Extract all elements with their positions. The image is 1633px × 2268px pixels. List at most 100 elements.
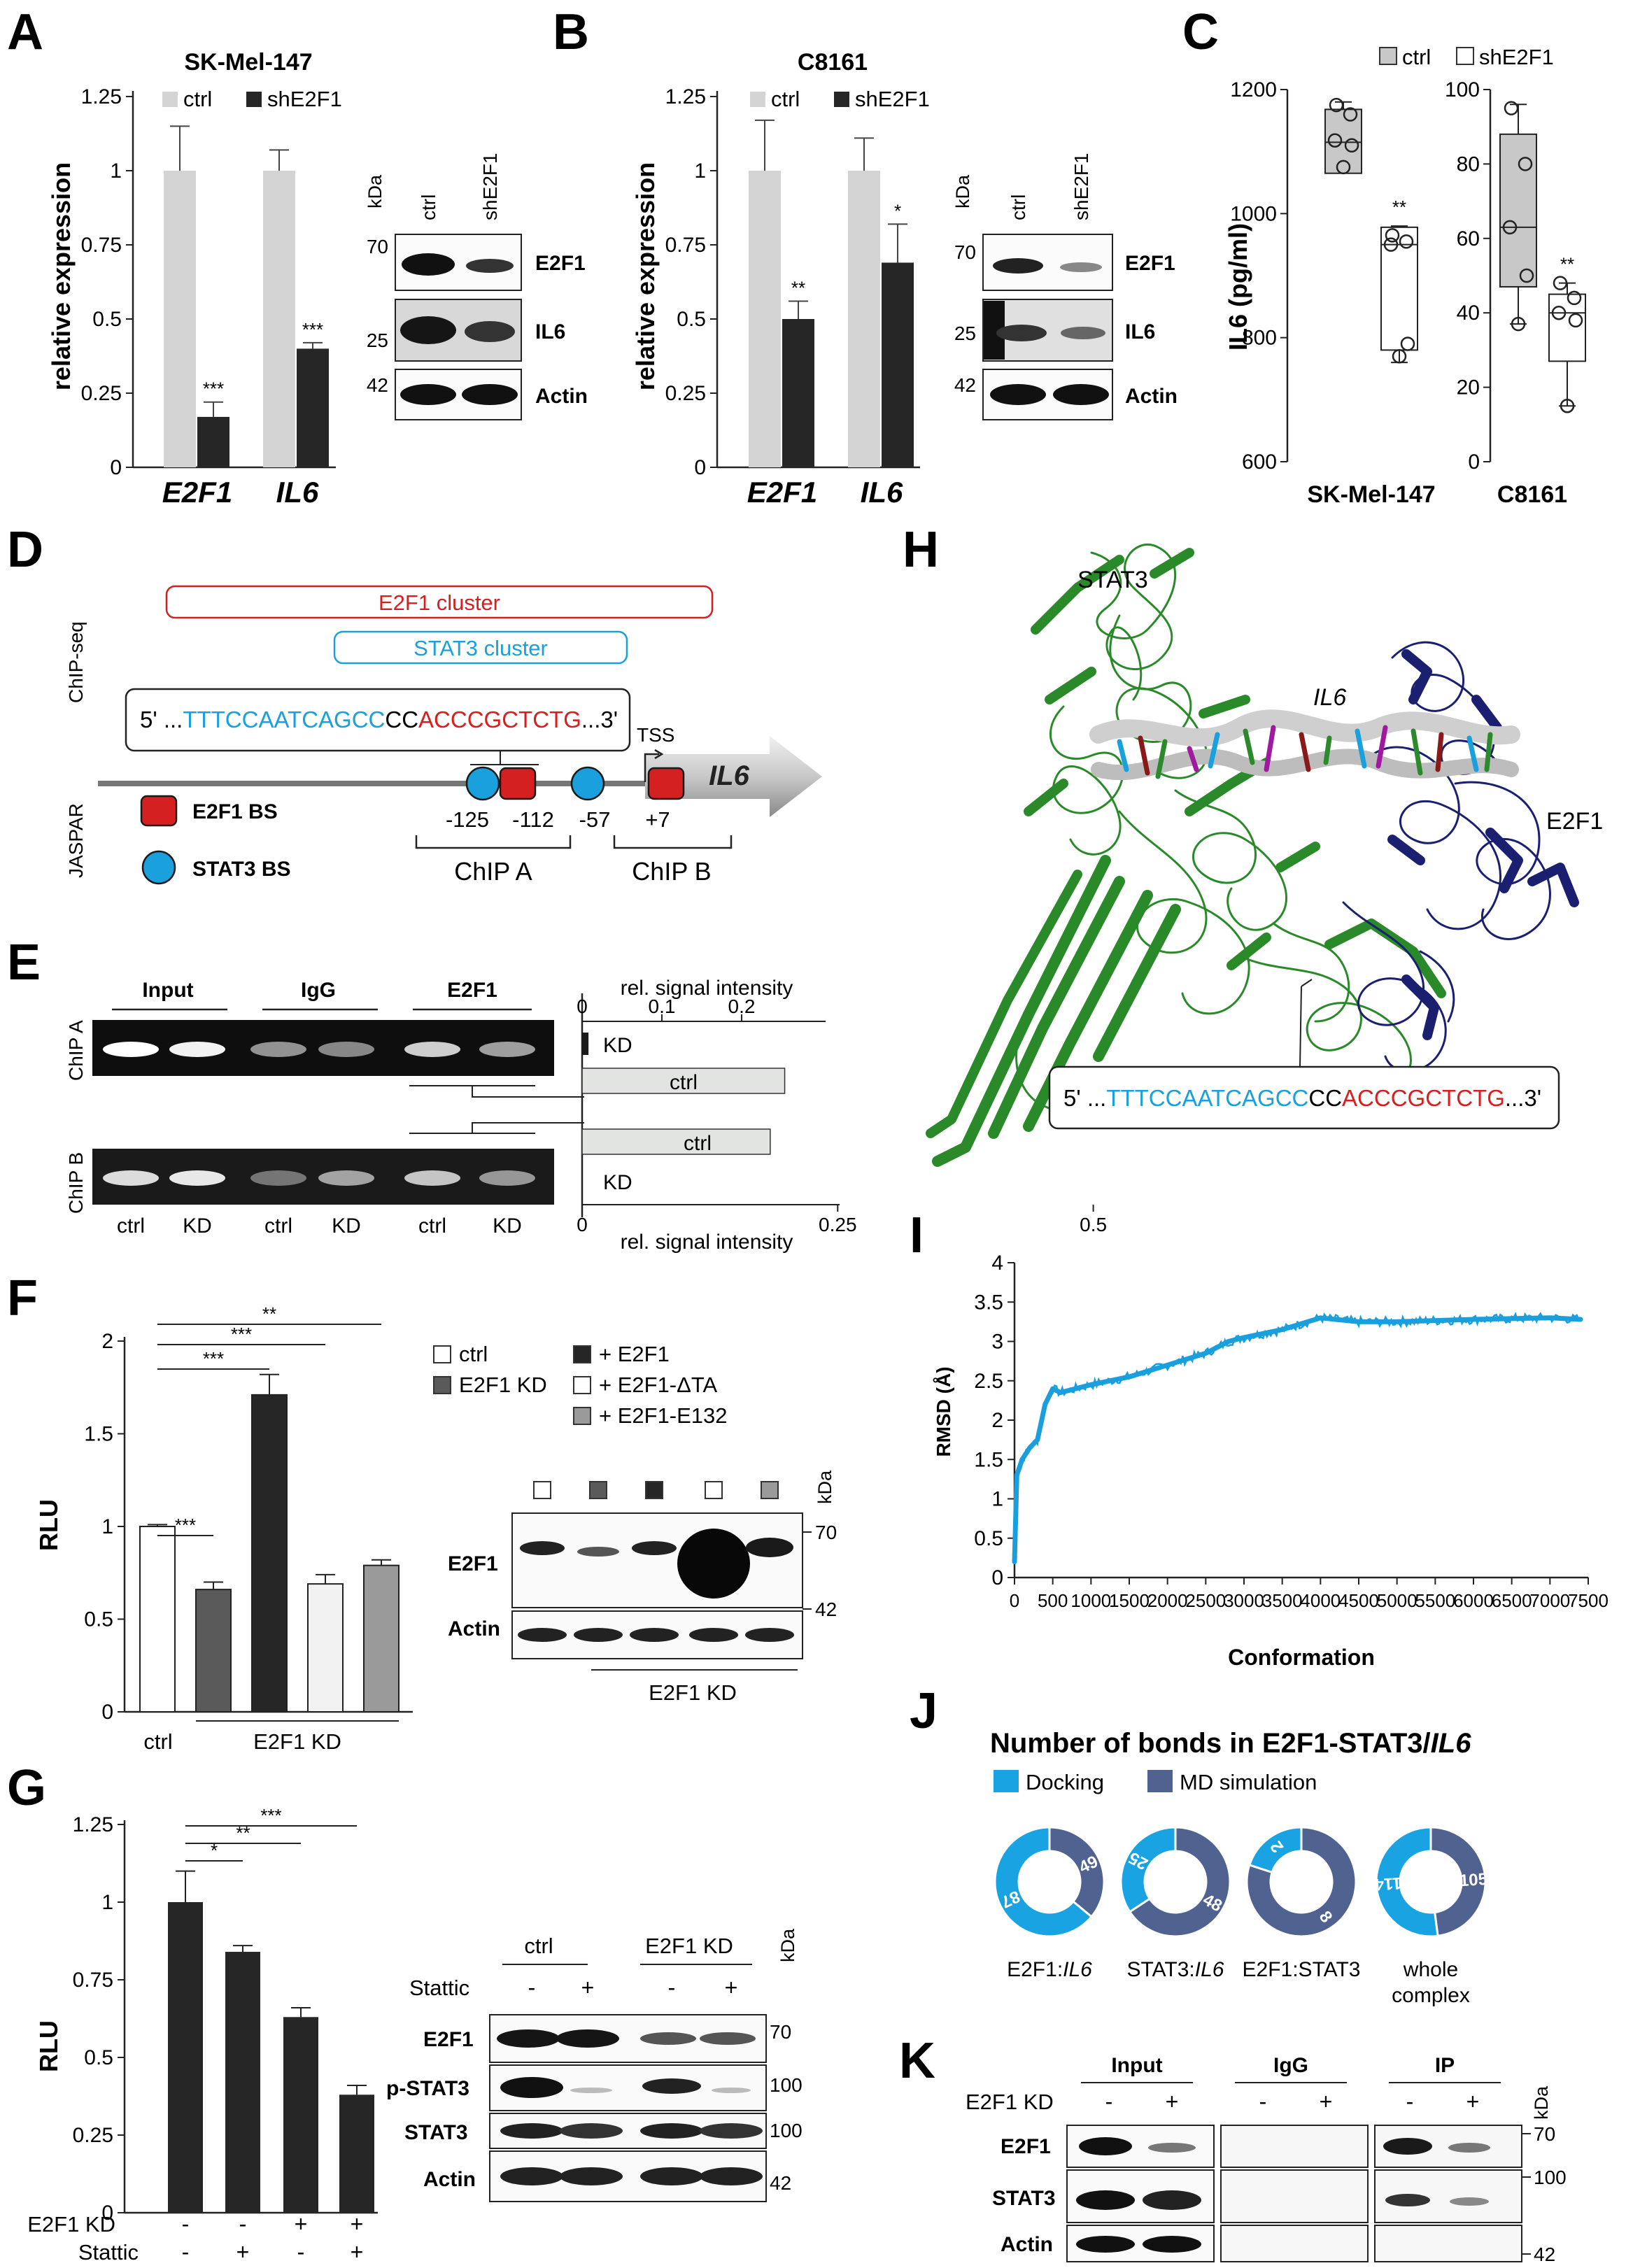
coip-kda-70: 70: [1534, 2123, 1555, 2145]
panel-j-title: Number of bonds in E2F1-STAT3/IL6: [990, 1728, 1471, 1759]
tss-label: TSS: [637, 724, 674, 746]
gel-header-input: Input: [142, 979, 193, 1002]
panel-f-plot: 00.511.52***********: [84, 1303, 413, 1724]
legend-swatch: [573, 1376, 591, 1394]
blot-g-kda-42: 42: [770, 2172, 791, 2194]
data-point: [1336, 160, 1351, 175]
tick-label: 0.5: [1080, 1214, 1107, 1235]
kd-sign: -: [239, 2211, 247, 2237]
panel-a-plot: 0 0.25 0.5 0.75 1 1.25 *** ***: [81, 85, 336, 479]
x-tick-label: 500: [1038, 1590, 1068, 1611]
gel-band-chip-b: [404, 1170, 460, 1186]
legend-e2f1-bs-icon: [140, 795, 178, 827]
tick-label: 0.1: [649, 995, 676, 1017]
coip-kda-100: 100: [1534, 2167, 1567, 2188]
y-tick-label: 800: [1242, 327, 1277, 350]
coip-signs: - + - + - +: [1105, 2089, 1480, 2114]
panel-c-label-skmel: SK-Mel-147: [1307, 481, 1435, 508]
panel-e-signal-plot: rel. signal intensity rel. signal intensi…: [577, 977, 1107, 1254]
blot-b-row-actin: Actin: [1125, 385, 1178, 408]
coip-igg-stat3: [1220, 2169, 1369, 2223]
coip-igg-e2f1: [1220, 2125, 1369, 2168]
significance-star: **: [236, 1822, 250, 1843]
blot-f-kda-42: 42: [815, 1599, 837, 1620]
panel-c: ctrl shE2F1 IL6 (pg/ml) 60080010001200**…: [1224, 45, 1586, 508]
coip-ip-actin: [1374, 2225, 1522, 2262]
blot-b-kda-25: 25: [954, 323, 976, 344]
panel-i-ylabel: RMSD (Å): [933, 1366, 954, 1457]
y-tick-label: 0: [991, 1566, 1003, 1589]
bar-chip-b-ctrl: [581, 1128, 771, 1155]
blot-g-row-actin: Actin: [423, 2168, 476, 2191]
y-tick-label: 1: [991, 1488, 1003, 1511]
gel-band-chip-b: [103, 1170, 159, 1186]
lane-marker: [533, 1481, 551, 1499]
gel-band-chip-b: [318, 1170, 374, 1186]
y-tick-label: 4: [991, 1252, 1003, 1275]
gel-bands: [103, 1042, 535, 1186]
legend-swatch: [433, 1376, 451, 1394]
gel-band-chip-a: [318, 1042, 374, 1057]
panel-a-kda-label: kDa: [365, 174, 386, 208]
bar-+ E2F1-ΔTA: [307, 1583, 344, 1713]
coip-group-input: Input: [1111, 2054, 1162, 2077]
gel-lane-label: ctrl: [264, 1214, 292, 1238]
donut-label: E2F1:IL6: [1007, 1958, 1092, 1981]
bar-label-kd: KD: [603, 1034, 632, 1057]
box-shE2F1: [1548, 293, 1586, 362]
tick-label: 0: [577, 995, 588, 1017]
y-tick-label: 0: [1468, 451, 1480, 474]
x-tick-label: 0: [1010, 1590, 1019, 1611]
rmsd-line: [1012, 1315, 1583, 1564]
panel-letter-d: D: [7, 522, 43, 578]
coip-kd-label: E2F1 KD: [966, 2090, 1054, 2114]
il6-gene-arrow: [645, 736, 822, 817]
panel-i-xlabel: Conformation: [1228, 1645, 1375, 1670]
legend-label-shE2F1: shE2F1: [267, 87, 342, 111]
gel-band-chip-a: [404, 1042, 460, 1057]
box-shE2F1: [1380, 226, 1418, 351]
panel-g-ylabel: RLU: [34, 2020, 63, 2072]
legend-label: E2F1 KD: [459, 1373, 547, 1397]
stattic-sign: +: [236, 2239, 250, 2265]
structure-sequence-box: [1048, 1065, 1560, 1130]
position-plus7: +7: [645, 807, 670, 832]
stat3-bs-2: [570, 766, 605, 801]
panel-g-kda-label: kDa: [777, 1928, 798, 1962]
panel-letter-i: I: [910, 1207, 924, 1263]
blot-g-row-e2f1: E2F1: [423, 2028, 474, 2051]
significance-star: ***: [203, 378, 224, 399]
x-tick-label: 6500: [1492, 1590, 1532, 1611]
gel-band-chip-a: [169, 1042, 225, 1057]
structure-sequence-text: 5' ...TTTCCAATCAGCCCCACCCGCTCTG...3': [1063, 1085, 1541, 1111]
donut-docking-value: 114: [1373, 1873, 1402, 1894]
panel-a-ylabel: relative expression: [47, 162, 76, 390]
sequence-text: 5' ...TTTCCAATCAGCCCCACCCGCTCTG...3': [140, 707, 618, 732]
blot-g-group-ctrl: ctrl: [524, 1934, 553, 1958]
chip-b-label: ChIP B: [632, 857, 711, 886]
panel-g-signs: ---++-++: [182, 2211, 364, 2265]
gel-band-chip-b: [169, 1170, 225, 1186]
data-point: [1567, 290, 1582, 306]
panel-a-lane-ctrl: ctrl: [418, 194, 439, 220]
legend-label-shE2F1: shE2F1: [1479, 45, 1554, 69]
stat3-bs-1: [465, 766, 500, 801]
kd-sign: -: [182, 2211, 190, 2237]
bar-ctrl-IL6: [263, 171, 295, 467]
blot-g-signs: - + - +: [528, 1975, 738, 2000]
position-125: -125: [446, 807, 489, 832]
bar-ctrl-E2F1: [749, 171, 781, 467]
bar-+ / +: [339, 2095, 374, 2213]
panel-b-lane-ctrl: ctrl: [1008, 194, 1029, 220]
legend-label-docking: Docking: [1026, 1770, 1104, 1794]
blot-f-row-e2f1: E2F1: [448, 1552, 498, 1575]
gel-band-chip-a: [250, 1042, 306, 1057]
donut-docking-1: [1119, 1826, 1177, 1913]
y-tick-label: 1000: [1230, 202, 1277, 225]
panel-f-legend: ctrl E2F1 KD + E2F1 + E2F1-ΔTA + E2F1-E132: [433, 1342, 728, 1428]
blot-a-kda-25: 25: [367, 329, 388, 351]
donut-label: E2F1:STAT3: [1243, 1958, 1361, 1981]
coip-row-stat3: STAT3: [992, 2187, 1056, 2210]
panel-b-gene-e2f1: E2F1: [747, 476, 817, 509]
legend-swatch-docking: [994, 1770, 1019, 1792]
